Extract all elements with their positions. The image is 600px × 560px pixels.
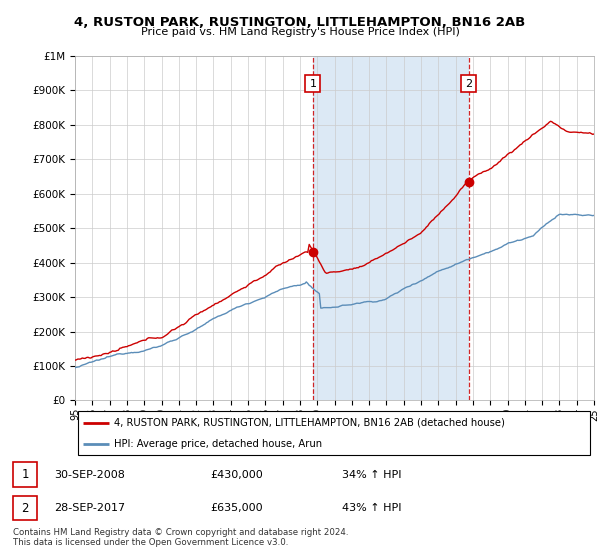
FancyBboxPatch shape: [13, 463, 37, 487]
Text: £430,000: £430,000: [210, 470, 263, 480]
Text: 1: 1: [310, 78, 316, 88]
FancyBboxPatch shape: [77, 412, 590, 455]
Text: 28-SEP-2017: 28-SEP-2017: [54, 503, 125, 513]
Text: 1: 1: [22, 468, 29, 481]
Text: HPI: Average price, detached house, Arun: HPI: Average price, detached house, Arun: [114, 439, 322, 449]
Text: 2: 2: [465, 78, 472, 88]
Text: Contains HM Land Registry data © Crown copyright and database right 2024.
This d: Contains HM Land Registry data © Crown c…: [13, 528, 349, 547]
Text: 30-SEP-2008: 30-SEP-2008: [54, 470, 125, 480]
Text: £635,000: £635,000: [210, 503, 263, 513]
Text: 2: 2: [22, 502, 29, 515]
Text: 4, RUSTON PARK, RUSTINGTON, LITTLEHAMPTON, BN16 2AB (detached house): 4, RUSTON PARK, RUSTINGTON, LITTLEHAMPTO…: [114, 418, 505, 428]
Text: 43% ↑ HPI: 43% ↑ HPI: [342, 503, 401, 513]
Text: 34% ↑ HPI: 34% ↑ HPI: [342, 470, 401, 480]
Text: 4, RUSTON PARK, RUSTINGTON, LITTLEHAMPTON, BN16 2AB: 4, RUSTON PARK, RUSTINGTON, LITTLEHAMPTO…: [74, 16, 526, 29]
FancyBboxPatch shape: [13, 496, 37, 520]
Text: Price paid vs. HM Land Registry's House Price Index (HPI): Price paid vs. HM Land Registry's House …: [140, 27, 460, 37]
Bar: [313, 56, 469, 400]
